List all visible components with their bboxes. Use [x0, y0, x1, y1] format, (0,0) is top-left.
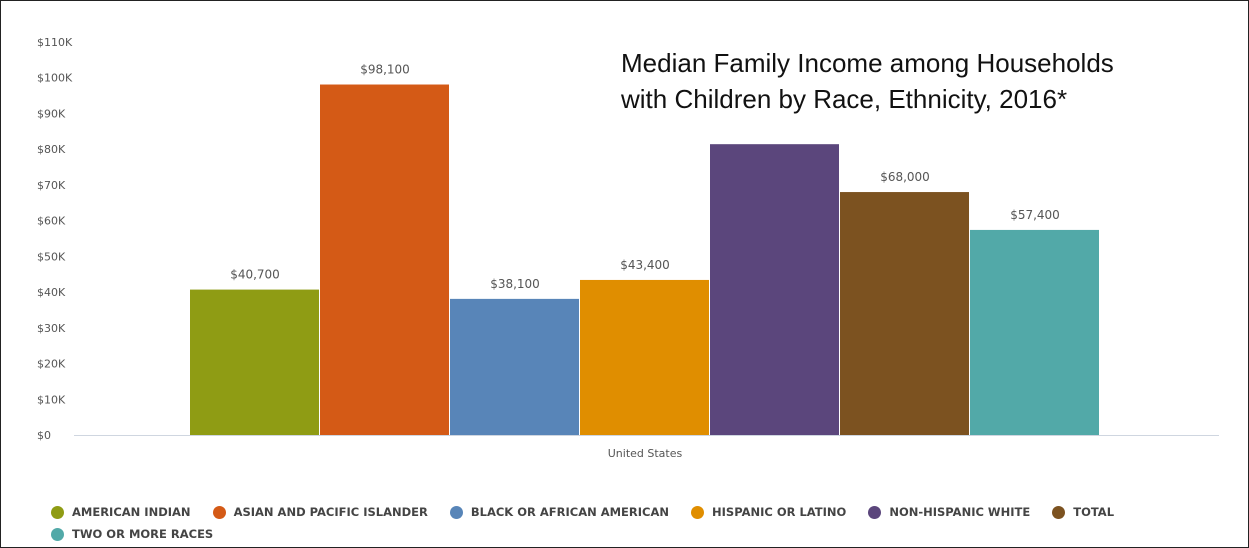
legend-marker-icon: [212, 505, 226, 519]
legend-item-american-indian[interactable]: American Indian: [51, 504, 191, 520]
bar-black-or-african-american[interactable]: [450, 298, 579, 435]
legend-marker-icon: [51, 505, 64, 519]
bar-non-hispanic-white[interactable]: [710, 144, 839, 435]
bar-data-label: $68,000: [880, 170, 930, 184]
y-tick-label: $10K: [37, 393, 66, 406]
legend-item-asian-and-pacific-islander[interactable]: Asian and Pacific Islander: [212, 504, 428, 520]
legend-item-hispanic-or-latino[interactable]: Hispanic or Latino: [691, 504, 846, 520]
bar-group: [190, 84, 1099, 436]
x-category-label: United States: [608, 447, 683, 460]
y-axis: $0 $10K $20K $30K $40K $50K $60K $70K $80K $90K $1…: [37, 36, 73, 442]
y-tick-label: $80K: [37, 143, 66, 156]
legend-label: Asian and Pacific Islander: [233, 505, 428, 519]
legend-label: Total: [1073, 505, 1115, 519]
legend-item-non-hispanic-white[interactable]: Non-Hispanic White: [868, 504, 1030, 520]
bar-data-label: $43,400: [620, 258, 670, 272]
legend-label: Hispanic or Latino: [712, 505, 847, 519]
y-tick-label: $90K: [37, 107, 66, 120]
chart-title-line-1: Median Family Income among Households: [621, 48, 1114, 78]
y-tick-label: $20K: [37, 358, 66, 371]
y-tick-label: $110K: [37, 36, 73, 49]
data-label-group: $40,700 $98,100 $38,100 $43,400 $68,000 $57,4…: [230, 63, 1060, 291]
x-axis: United States: [74, 435, 1219, 460]
y-tick-label: $60K: [37, 215, 66, 228]
bar-data-label: $57,400: [1010, 208, 1060, 222]
bar-american-indian[interactable]: [190, 289, 319, 435]
y-tick-label: $50K: [37, 250, 66, 263]
legend-marker-icon: [449, 505, 463, 519]
legend-label: American Indian: [72, 505, 191, 519]
legend-marker-icon: [1052, 505, 1066, 519]
y-tick-label: $0: [37, 429, 51, 442]
bar-two-or-more-races[interactable]: [970, 229, 1099, 435]
legend-marker-icon: [691, 505, 705, 519]
y-tick-label: $70K: [37, 179, 66, 192]
bar-data-label: $98,100: [360, 63, 410, 77]
legend-label: Two or More Races: [72, 527, 214, 541]
legend-marker-icon: [868, 505, 882, 519]
y-tick-label: $30K: [37, 322, 66, 335]
legend-label: Non-Hispanic White: [889, 505, 1031, 519]
legend-marker-icon: [51, 527, 64, 541]
bar-data-label: $40,700: [230, 268, 280, 282]
bar-total[interactable]: [840, 192, 969, 435]
bar-asian-and-pacific-islander[interactable]: [320, 84, 449, 436]
chart-title: Median Family Income among Households wi…: [621, 45, 1221, 117]
legend: American Indian Asian and Pacific Islande…: [51, 504, 1221, 542]
y-tick-label: $40K: [37, 286, 66, 299]
y-tick-label: $100K: [37, 72, 73, 85]
legend-item-black-or-african-american[interactable]: Black or African American: [449, 504, 670, 520]
bar-data-label: $38,100: [490, 277, 540, 291]
legend-label: Black or African American: [470, 505, 670, 519]
legend-item-total[interactable]: Total: [1052, 504, 1114, 520]
chart-title-line-2: with Children by Race, Ethnicity, 2016*: [621, 84, 1068, 114]
bar-hispanic-or-latino[interactable]: [580, 279, 709, 435]
legend-item-two-or-more-races[interactable]: Two or More Races: [51, 526, 213, 542]
